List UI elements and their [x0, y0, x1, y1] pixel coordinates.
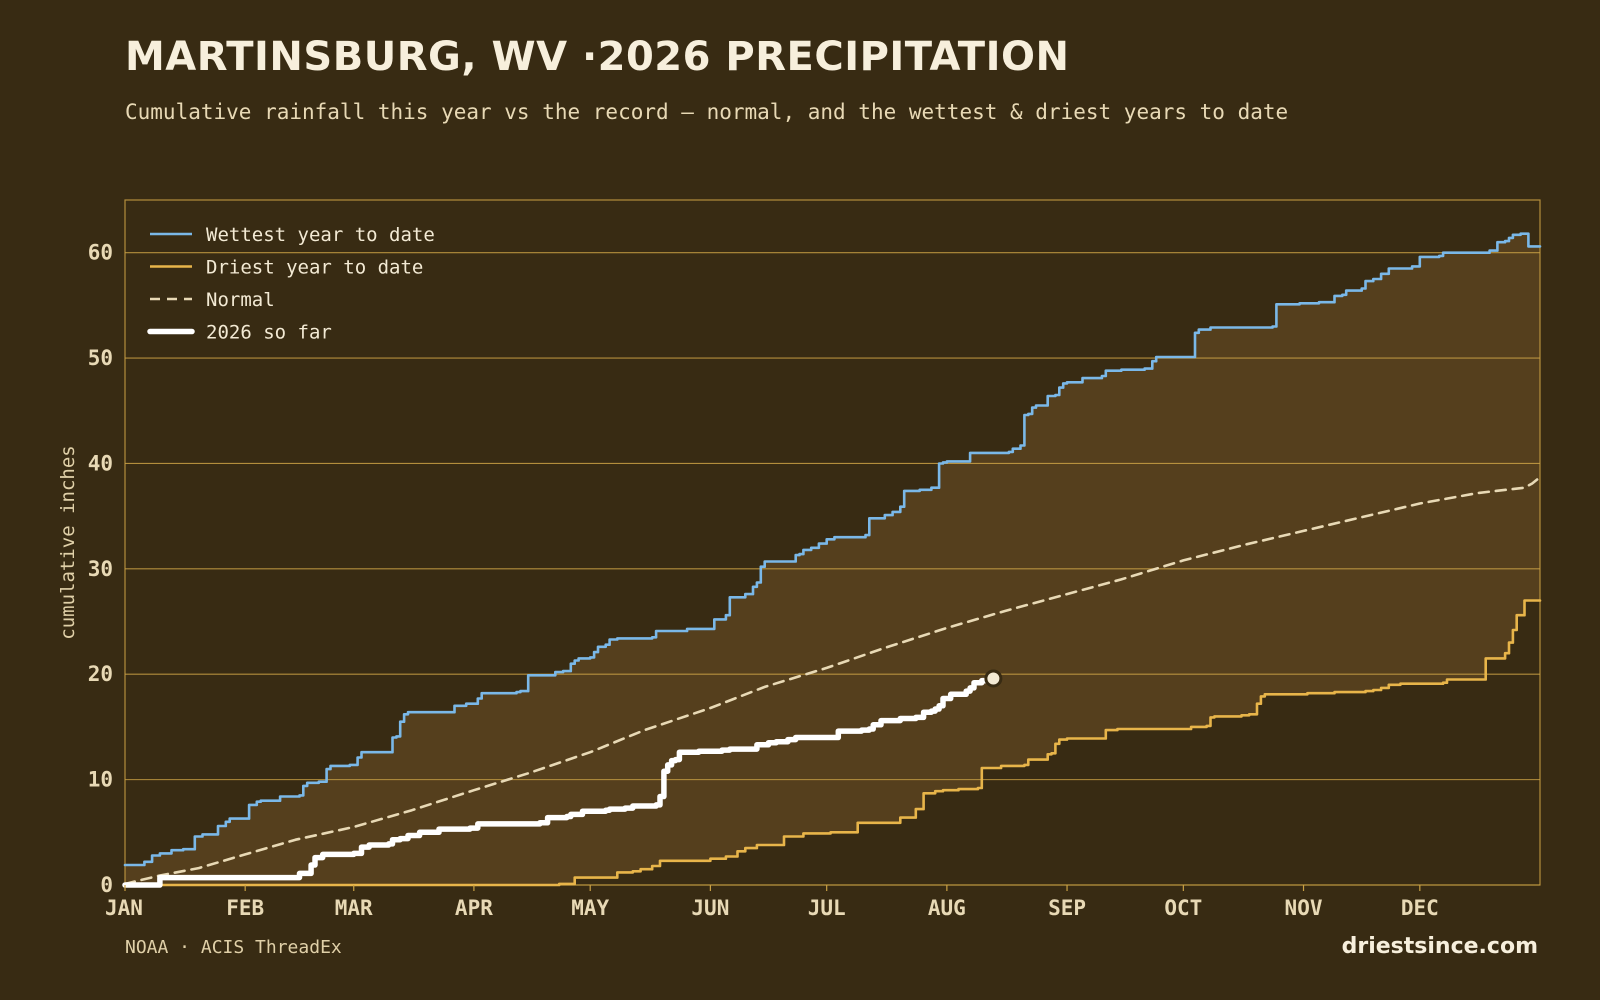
axis-layer: 0 10 20 30 40 50 60 JAN FEB MAR APR MAY JUN JUL AUG SEP…	[57, 241, 1439, 920]
series-layer	[122, 232, 1542, 888]
site-link[interactable]: driestsince.com	[1341, 934, 1538, 959]
legend-entry: 2026 so far	[206, 322, 332, 344]
band-layer	[125, 233, 1540, 885]
x-tick-label: JUN	[691, 896, 729, 920]
page-title: MARTINSBURG, WV ·2026 PRECIPITATION	[125, 34, 1070, 80]
legend-entry: Wettest year to date	[206, 224, 435, 246]
y-tick-label: 20	[88, 662, 113, 686]
x-tick-label: MAY	[571, 896, 609, 920]
x-tick-label: AUG	[928, 896, 966, 920]
x-tick-label: SEP	[1048, 896, 1086, 920]
x-tick-label: FEB	[226, 896, 264, 920]
series-line-driest-year-to-date	[123, 599, 1542, 887]
y-tick-label: 30	[88, 557, 113, 581]
x-tick-label: NOV	[1285, 896, 1323, 920]
series-line-2026-so-far	[122, 675, 997, 888]
x-tick-label: JUL	[808, 896, 846, 920]
y-tick-label: 60	[88, 241, 113, 265]
legend-entry: Driest year to date	[206, 257, 423, 279]
y-tick-label: 10	[88, 768, 113, 792]
y-axis-label: cumulative inches	[57, 445, 79, 639]
x-tick-label: MAR	[335, 896, 373, 920]
x-tick-label: DEC	[1401, 896, 1439, 920]
x-tick-label: OCT	[1164, 896, 1202, 920]
series-line-normal	[123, 475, 1542, 886]
x-tick-label: JAN	[105, 896, 143, 920]
page-subtitle: Cumulative rainfall this year vs the rec…	[125, 100, 1289, 124]
wet-dry-band	[125, 233, 1540, 885]
y-tick-label: 50	[88, 346, 113, 370]
legend-entry: Normal	[206, 289, 275, 311]
y-tick-label: 0	[100, 873, 113, 897]
data-source: NOAA · ACIS ThreadEx	[125, 937, 342, 958]
series-line-wettest-year-to-date	[123, 232, 1542, 867]
legend: Wettest year to date Driest year to date N…	[147, 224, 435, 344]
y-tick-label: 40	[88, 451, 113, 475]
current-endpoint-marker	[984, 669, 1003, 688]
grid-layer	[124, 199, 1541, 886]
x-tick-label: APR	[455, 896, 493, 920]
